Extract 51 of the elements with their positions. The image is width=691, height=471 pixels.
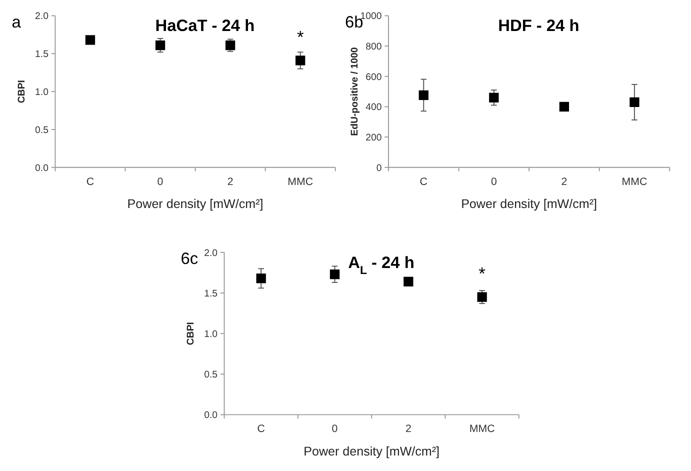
chart-title: HDF - 24 h	[498, 17, 580, 36]
x-tick-label: 0	[332, 423, 338, 436]
text: a	[12, 13, 22, 32]
x-tick-label: MMC	[288, 176, 314, 188]
y-tick-label: 2.0	[35, 11, 48, 22]
y-tick-label: 0.0	[204, 410, 218, 422]
y-axis-title: CBPI	[16, 80, 28, 104]
x-tick-label: C	[86, 176, 94, 188]
y-tick-label: 1.5	[204, 288, 218, 300]
x-tick-label: C	[257, 423, 266, 436]
point	[489, 92, 499, 102]
x-axis-title: Power density [mW/cm²]	[304, 444, 440, 458]
y-tick-label: 1.5	[35, 49, 48, 60]
x-tick-label: 2	[561, 176, 568, 188]
y-tick-label: 200	[366, 132, 382, 144]
x-tick-label: C	[420, 176, 428, 188]
chart-title: A$_{L}$ - 24 h	[348, 254, 414, 277]
point	[418, 90, 428, 100]
x-tick-label: 0	[157, 176, 164, 188]
y-tick-label: 0.5	[35, 124, 48, 136]
y-tick-label: 2.0	[204, 248, 218, 259]
y-tick-label: 1.0	[35, 86, 48, 98]
x-tick-label: MMC	[622, 176, 648, 188]
y-tick-label: 0.0	[35, 162, 48, 174]
point	[559, 102, 570, 112]
x-tick-label: 2	[227, 176, 234, 188]
point	[330, 269, 340, 280]
x-tick-label: MMC	[469, 423, 496, 436]
y-tick-label: 0.5	[204, 370, 218, 381]
annotation: *	[296, 26, 304, 47]
point	[155, 40, 166, 50]
x-tick-label: 0	[490, 176, 497, 188]
point	[296, 56, 306, 66]
x-axis-title: Power density [mW/cm²]	[461, 196, 598, 211]
text: 6c	[180, 250, 198, 268]
y-tick-label: 400	[366, 102, 382, 114]
y-tick-label: 0	[376, 162, 382, 174]
point	[477, 292, 487, 302]
y-tick-label: 1.0	[204, 328, 218, 340]
y-axis-title: CBPI	[185, 322, 196, 346]
y-tick-label: 600	[366, 72, 382, 83]
x-tick-label: 2	[405, 423, 412, 436]
point	[404, 276, 414, 286]
y-axis-title: EdU-positive / 1000	[350, 47, 361, 136]
annotation: *	[478, 263, 486, 284]
chart-title: HaCaT - 24 h	[155, 17, 255, 36]
x-axis-title: Power density [mW/cm²]	[127, 196, 264, 211]
point	[85, 35, 96, 45]
point	[256, 274, 266, 284]
y-tick-label: 800	[366, 41, 382, 52]
point	[630, 97, 640, 108]
